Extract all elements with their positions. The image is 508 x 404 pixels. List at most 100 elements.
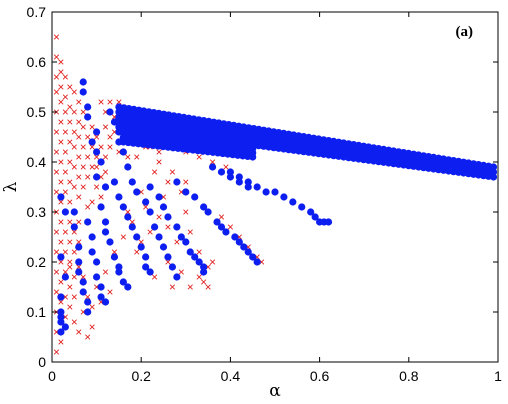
cross-marker (85, 174, 91, 180)
dot-marker (173, 223, 181, 231)
dot-marker (182, 188, 190, 196)
cross-marker (58, 139, 64, 145)
dot-marker (101, 298, 110, 306)
cross-marker (85, 294, 91, 300)
cross-marker (169, 284, 176, 290)
dot-marker (155, 193, 163, 201)
cross-marker (111, 249, 118, 255)
cross-marker (209, 159, 216, 165)
dot-marker (253, 183, 261, 191)
cross-marker (71, 294, 77, 300)
dot-marker (168, 263, 177, 271)
dot-marker (489, 163, 498, 171)
dot-marker (159, 203, 168, 211)
cross-marker (201, 279, 207, 285)
dot-marker (173, 273, 181, 281)
dot-marker (84, 103, 92, 111)
cross-marker (156, 149, 162, 155)
cross-marker (125, 209, 131, 215)
cross-marker (71, 89, 77, 95)
cross-marker (151, 169, 158, 175)
y-tick-label: 0.2 (27, 254, 47, 270)
cross-marker (98, 194, 104, 200)
cross-marker (80, 124, 86, 130)
cross-marker (62, 249, 68, 255)
dot-marker (249, 253, 257, 261)
cross-marker (76, 134, 82, 140)
cross-marker (58, 99, 64, 105)
cross-marker (62, 269, 68, 275)
dot-marker (70, 223, 78, 231)
axis-ticks (51, 11, 499, 363)
dot-marker (97, 158, 105, 166)
y-axis-label: λ (1, 181, 21, 192)
cross-marker (67, 219, 73, 225)
dot-marker (146, 208, 154, 216)
cross-marker (58, 179, 64, 185)
dot-marker (191, 253, 199, 261)
cross-marker (67, 139, 73, 145)
cross-marker (125, 154, 131, 160)
cross-marker (67, 239, 73, 245)
cross-marker (76, 329, 82, 335)
dot-marker (262, 188, 270, 196)
cross-marker (98, 144, 104, 150)
dot-marker (97, 283, 105, 291)
cross-marker (62, 149, 68, 155)
cross-marker (196, 249, 202, 255)
dot-marker (57, 313, 65, 321)
dot-marker (226, 168, 234, 176)
dot-marker (217, 168, 226, 176)
cross-marker (58, 219, 64, 225)
cross-marker (76, 219, 82, 225)
dot-marker (204, 208, 212, 216)
dot-marker (93, 258, 101, 266)
cross-marker (58, 159, 64, 165)
dot-marker (106, 238, 114, 246)
cross-marker (93, 184, 100, 190)
dot-marker (253, 258, 261, 266)
cross-marker (58, 84, 64, 90)
dot-marker (235, 238, 243, 246)
dot-marker (110, 178, 119, 186)
cross-marker (67, 119, 73, 125)
cross-marker (76, 154, 82, 160)
y-tick-labels: 0 0.1 0.2 0.3 0.4 0.5 0.6 0.7 (27, 4, 47, 370)
cross-marker (53, 249, 60, 255)
dot-marker (110, 118, 119, 126)
dot-marker (106, 108, 114, 116)
dot-marker (222, 228, 230, 236)
cross-marker (53, 54, 60, 60)
dot-marker (155, 233, 163, 241)
dot-marker (235, 178, 243, 186)
cross-marker (71, 274, 77, 280)
cross-marker (58, 69, 64, 75)
cross-marker (93, 164, 100, 170)
x-tick-label: 0.4 (221, 368, 241, 384)
cross-marker (80, 144, 86, 150)
cross-marker (102, 169, 109, 175)
cross-marker (98, 99, 104, 105)
dot-marker (244, 183, 252, 191)
dot-marker (124, 283, 132, 291)
y-tick-label: 0.7 (27, 4, 47, 20)
cross-marker (196, 274, 202, 280)
cross-marker (102, 154, 109, 160)
dot-marker (307, 208, 315, 216)
dot-series (57, 78, 498, 336)
cross-marker (80, 164, 86, 170)
cross-marker (62, 129, 68, 135)
cross-marker (62, 109, 68, 115)
x-tick-label: 1 (494, 368, 502, 384)
cross-marker (53, 74, 60, 80)
cross-marker (67, 104, 73, 110)
cross-marker (76, 174, 82, 180)
dot-marker (142, 253, 150, 261)
cross-marker (53, 229, 60, 235)
dot-marker (75, 243, 83, 251)
cross-marker (67, 259, 73, 265)
dot-marker (84, 218, 92, 226)
cross-marker (58, 279, 64, 285)
dot-marker (79, 278, 87, 286)
